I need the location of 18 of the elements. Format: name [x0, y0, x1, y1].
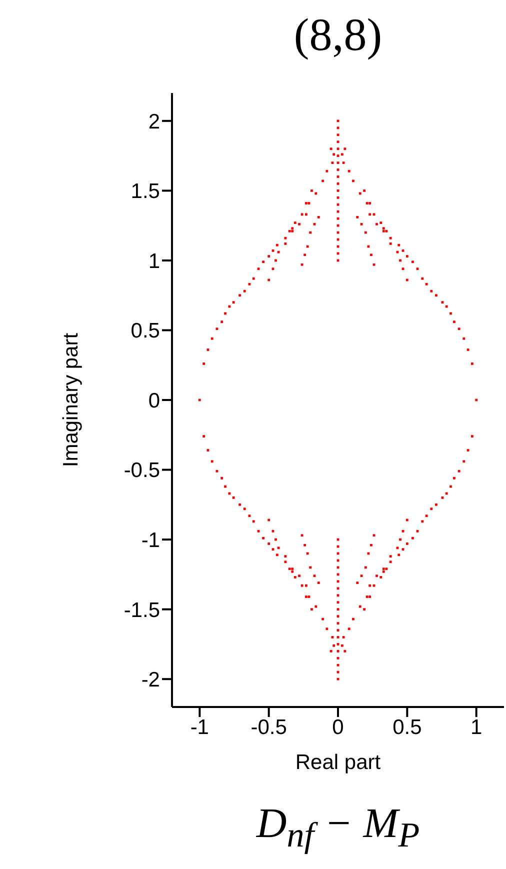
text: D$_{nf}$ − M$_{P}$: [255, 800, 421, 856]
x-tick-label: -0.5: [250, 716, 287, 739]
y-axis-title: Imaginary part: [59, 332, 82, 468]
x-tick-label: 1: [470, 716, 482, 739]
y-tick-label: -0.5: [124, 459, 160, 482]
y-tick-label: -2: [141, 668, 160, 692]
y-tick-label: 0: [148, 389, 160, 412]
y-tick-label: 0.5: [130, 320, 160, 343]
y-tick-label: 2: [148, 110, 160, 134]
x-tick-label: 0: [332, 716, 344, 739]
y-tick-label: 1.5: [130, 180, 160, 204]
y-tick-label: 1: [148, 250, 160, 273]
y-tick-label: -1: [141, 529, 160, 552]
x-tick-label: 0.5: [392, 716, 422, 739]
x-axis-title: Real part: [295, 751, 381, 774]
x-tick-label: -1: [190, 716, 210, 739]
y-tick-label: -1.5: [124, 598, 160, 622]
chart-title: (8,8): [292, 8, 384, 61]
